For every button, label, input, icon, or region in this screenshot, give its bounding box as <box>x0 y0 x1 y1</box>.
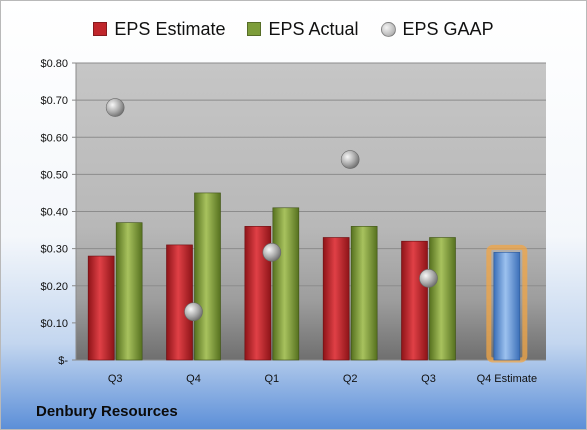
y-tick-label: $0.80 <box>40 58 68 70</box>
bar-eps-actual <box>350 226 378 361</box>
y-tick-label: $0.20 <box>40 281 68 293</box>
bar-eps-estimate <box>322 237 350 361</box>
legend-item-eps-actual: EPS Actual <box>247 18 359 40</box>
legend: EPS Estimate EPS Actual EPS GAAP <box>1 15 586 43</box>
company-name: Denbury Resources <box>36 403 178 420</box>
x-tick-label: Q2 <box>343 373 358 385</box>
legend-item-eps-gaap: EPS GAAP <box>380 18 494 40</box>
bar-eps-estimate <box>87 255 115 361</box>
gaap-point <box>184 302 203 322</box>
bar-eps-actual <box>272 207 300 361</box>
bar-eps-estimate <box>166 244 193 361</box>
y-tick-label: $0.10 <box>40 318 68 330</box>
bar-eps-actual <box>429 237 456 361</box>
x-tick-label: Q3 <box>421 373 436 385</box>
y-tick-label: $0.40 <box>40 207 68 219</box>
bar-eps-estimate <box>401 240 428 361</box>
bar-eps-actual <box>115 222 143 361</box>
legend-label-eps-estimate: EPS Estimate <box>114 18 226 39</box>
x-tick-label: Q4 Estimate <box>477 373 538 385</box>
gaap-point <box>340 150 360 169</box>
legend-swatch-eps-gaap <box>380 21 396 37</box>
legend-swatch-eps-estimate <box>93 22 108 36</box>
y-tick-label: $- <box>58 355 68 367</box>
x-tick-label: Q1 <box>264 373 279 385</box>
bar-q4-estimate <box>493 252 521 361</box>
gaap-point <box>262 243 282 262</box>
x-tick-label: Q4 <box>186 373 201 385</box>
legend-label-eps-actual: EPS Actual <box>268 18 359 39</box>
y-tick-label: $0.50 <box>40 169 68 181</box>
bar-eps-actual <box>194 192 221 361</box>
gaap-point <box>105 98 125 117</box>
y-tick-label: $0.70 <box>40 95 68 107</box>
y-tick-label: $0.60 <box>40 132 68 144</box>
legend-swatch-eps-actual <box>247 22 262 36</box>
legend-label-eps-gaap: EPS GAAP <box>402 18 494 39</box>
x-tick-label: Q3 <box>108 373 123 385</box>
y-tick-label: $0.30 <box>40 244 68 256</box>
legend-item-eps-estimate: EPS Estimate <box>93 19 225 40</box>
gaap-point <box>419 269 438 288</box>
